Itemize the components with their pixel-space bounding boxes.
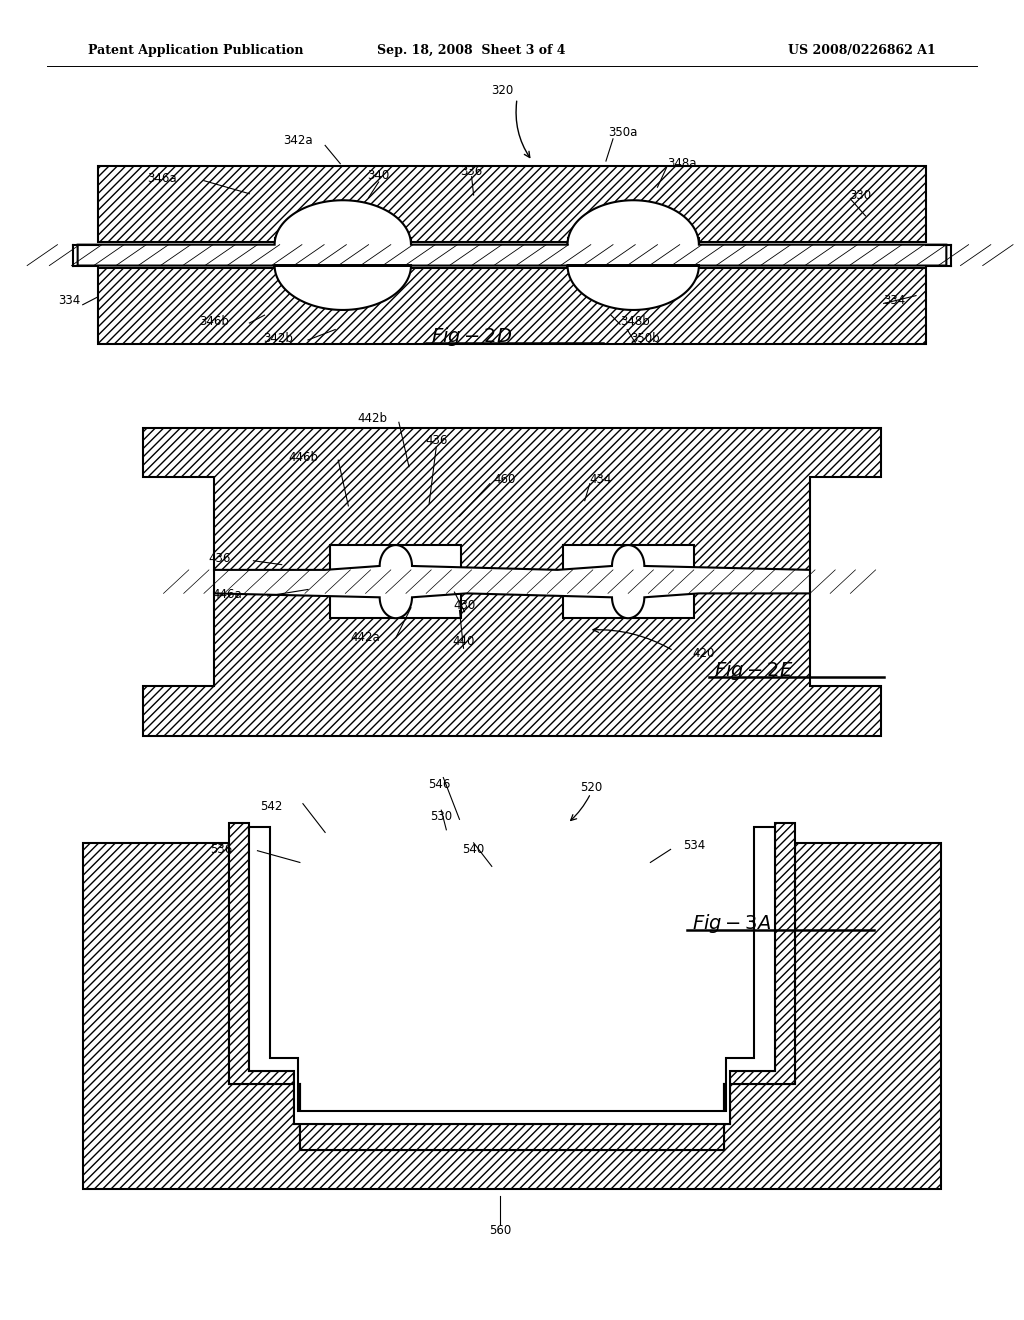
Text: 560: 560 <box>488 1224 511 1237</box>
Text: 442a: 442a <box>350 631 380 644</box>
Text: 420: 420 <box>692 647 715 660</box>
Text: 542: 542 <box>260 800 283 813</box>
Text: 350a: 350a <box>608 125 638 139</box>
Text: 440: 440 <box>453 635 475 648</box>
Polygon shape <box>229 824 795 1150</box>
Text: 520: 520 <box>580 781 602 795</box>
Text: Sep. 18, 2008  Sheet 3 of 4: Sep. 18, 2008 Sheet 3 of 4 <box>378 44 566 57</box>
Text: 442b: 442b <box>357 412 388 425</box>
Polygon shape <box>98 238 926 345</box>
Text: 446a: 446a <box>212 589 242 601</box>
Text: 330: 330 <box>850 189 871 202</box>
Text: 346a: 346a <box>146 172 176 185</box>
Text: Patent Application Publication: Patent Application Publication <box>88 44 303 57</box>
Text: 536: 536 <box>210 843 232 855</box>
Polygon shape <box>143 428 881 572</box>
Polygon shape <box>78 201 946 310</box>
Text: US 2008/0226862 A1: US 2008/0226862 A1 <box>788 44 936 57</box>
Text: 342b: 342b <box>263 333 293 346</box>
Text: 530: 530 <box>430 810 453 824</box>
Polygon shape <box>83 843 941 1189</box>
Text: 546: 546 <box>428 777 451 791</box>
Text: 346b: 346b <box>199 315 229 329</box>
Polygon shape <box>250 828 774 1123</box>
Text: 334: 334 <box>58 294 81 308</box>
Text: 334: 334 <box>883 294 905 308</box>
Text: 540: 540 <box>463 843 484 855</box>
Text: $\it{Fig-2D}$: $\it{Fig-2D}$ <box>431 325 513 347</box>
Polygon shape <box>143 593 881 735</box>
Text: 342a: 342a <box>283 133 312 147</box>
Text: 320: 320 <box>490 84 513 98</box>
Text: 430: 430 <box>454 599 476 611</box>
Text: 534: 534 <box>683 840 705 851</box>
Text: 436: 436 <box>208 552 230 565</box>
Text: 436: 436 <box>425 434 447 447</box>
Text: 446b: 446b <box>288 451 317 465</box>
Text: 434: 434 <box>590 474 612 486</box>
Polygon shape <box>214 545 810 618</box>
Text: 460: 460 <box>494 474 516 486</box>
Text: $\it{Fig-3A}$: $\it{Fig-3A}$ <box>692 912 771 936</box>
Text: 348a: 348a <box>667 157 696 170</box>
Text: 348b: 348b <box>621 315 650 329</box>
Polygon shape <box>98 166 926 272</box>
Text: 340: 340 <box>368 169 390 182</box>
Text: 350b: 350b <box>631 333 660 346</box>
Text: $\it{Fig-2E}$: $\it{Fig-2E}$ <box>714 659 794 682</box>
Text: 336: 336 <box>461 165 482 178</box>
